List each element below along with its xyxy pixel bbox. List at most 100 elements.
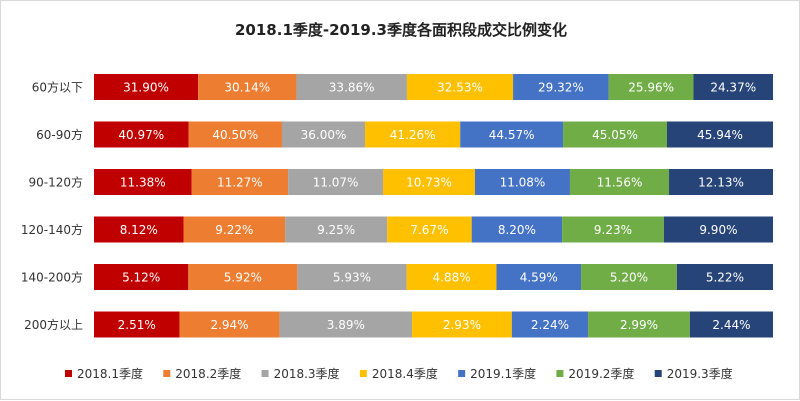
- data-label: 31.90%: [123, 81, 169, 95]
- bar-segment: [288, 169, 384, 195]
- bar-segment: [511, 311, 589, 338]
- legend-label: 2018.3季度: [274, 366, 340, 381]
- legend-item: 2018.2季度: [163, 366, 241, 381]
- bar-segment: [667, 121, 773, 148]
- data-label: 5.93%: [333, 271, 371, 285]
- bar-segment: [296, 74, 407, 100]
- bar-segment: [496, 264, 582, 290]
- bar-segment: [94, 216, 184, 243]
- data-label: 40.50%: [212, 128, 258, 142]
- data-label: 8.20%: [498, 223, 536, 237]
- bar-row: 90-120方 11.38% 11.27% 11.07% 10.73% 11.08% 11.…: [28, 169, 773, 195]
- bar-segment: [279, 311, 413, 338]
- data-label: 41.26%: [390, 128, 436, 142]
- bar-segment: [281, 121, 366, 148]
- category-tick-label: 60-90方: [36, 127, 83, 142]
- data-label: 2.24%: [531, 318, 569, 332]
- bar-segment: [94, 264, 189, 290]
- bar-segment: [563, 121, 667, 148]
- bar-segment: [513, 74, 609, 100]
- data-label: 36.00%: [301, 128, 347, 142]
- legend-swatch: [458, 370, 466, 377]
- data-label: 9.22%: [215, 223, 253, 237]
- bar-segment: [474, 169, 570, 195]
- data-label: 8.12%: [120, 223, 158, 237]
- bar-segment: [693, 74, 773, 100]
- bar-segment: [471, 216, 563, 243]
- chart-title: 2018.1季度-2019.3季度各面积段成交比例变化: [235, 21, 567, 39]
- legend-label: 2019.2季度: [568, 366, 634, 381]
- bar-segment: [188, 121, 282, 148]
- legend-item: 2019.3季度: [654, 366, 733, 381]
- data-label: 4.59%: [520, 271, 558, 285]
- bar-segment: [406, 264, 497, 290]
- legend-swatch: [359, 370, 367, 377]
- bar-rows: 60方以下 31.90% 30.14% 33.86% 32.53% 29.32% 25.96…: [21, 74, 773, 338]
- data-label: 4.88%: [432, 271, 470, 285]
- legend-item: 2018.4季度: [359, 366, 438, 381]
- data-label: 10.73%: [406, 176, 452, 190]
- data-label: 11.27%: [217, 176, 263, 190]
- data-label: 9.23%: [594, 223, 632, 237]
- legend-label: 2018.1季度: [77, 366, 143, 381]
- data-label: 32.53%: [437, 81, 483, 95]
- data-label: 3.89%: [327, 318, 365, 332]
- bar-segment: [94, 74, 199, 100]
- data-label: 30.14%: [224, 81, 270, 95]
- data-label: 9.25%: [317, 223, 355, 237]
- bar-segment: [460, 121, 564, 148]
- bar-segment: [669, 169, 773, 195]
- legend-label: 2019.3季度: [667, 366, 733, 381]
- bar-segment: [94, 169, 192, 195]
- bar-segment: [608, 74, 694, 100]
- bar-segment: [297, 264, 407, 290]
- category-tick-label: 140-200方: [21, 270, 83, 285]
- bar-segment: [183, 216, 286, 243]
- legend: 2018.1季度 2018.2季度 2018.3季度 2018.4季度 2019.1季度…: [65, 366, 733, 381]
- data-label: 5.92%: [224, 271, 262, 285]
- data-label: 12.13%: [698, 176, 744, 190]
- bar-segment: [689, 311, 773, 338]
- bar-segment: [191, 169, 289, 195]
- bar-segment: [94, 311, 180, 338]
- legend-item: 2019.1季度: [458, 366, 536, 381]
- data-label: 45.94%: [697, 128, 743, 142]
- bar-row: 60方以下 31.90% 30.14% 33.86% 32.53% 29.32% 25.96…: [32, 74, 773, 100]
- legend-swatch: [163, 370, 171, 377]
- data-label: 44.57%: [489, 128, 535, 142]
- data-label: 11.08%: [500, 176, 546, 190]
- bar-segment: [581, 264, 677, 290]
- category-tick-label: 60方以下: [32, 80, 83, 95]
- data-label: 5.22%: [706, 271, 744, 285]
- data-label: 2.93%: [443, 318, 481, 332]
- legend-swatch: [65, 370, 72, 377]
- data-label: 9.90%: [699, 223, 737, 237]
- bar-segment: [663, 216, 773, 243]
- data-label: 2.99%: [620, 318, 658, 332]
- data-label: 2.51%: [118, 318, 156, 332]
- bar-row: 140-200方 5.12% 5.92% 5.93% 4.88% 4.59% 5.20% 5.…: [21, 264, 773, 290]
- category-tick-label: 200方以上: [24, 317, 83, 332]
- bar-segment: [412, 311, 512, 338]
- bar-row: 60-90方 40.97% 40.50% 36.00% 41.26% 44.57% 45.0…: [36, 121, 773, 148]
- bar-segment: [588, 311, 690, 338]
- legend-item: 2019.2季度: [556, 366, 634, 381]
- data-label: 40.97%: [118, 128, 164, 142]
- data-label: 11.38%: [120, 176, 166, 190]
- data-label: 2.94%: [210, 318, 248, 332]
- bar-segment: [188, 264, 298, 290]
- legend-item: 2018.1季度: [65, 366, 143, 381]
- bar-segment: [285, 216, 388, 243]
- data-label: 11.07%: [313, 176, 359, 190]
- data-label: 45.05%: [592, 128, 638, 142]
- data-label: 2.44%: [712, 318, 750, 332]
- legend-swatch: [261, 370, 269, 377]
- bar-segment: [387, 216, 472, 243]
- legend-label: 2019.1季度: [470, 366, 536, 381]
- legend-item: 2018.3季度: [261, 366, 340, 381]
- bar-segment: [179, 311, 280, 338]
- data-label: 5.12%: [122, 271, 160, 285]
- data-label: 5.20%: [610, 271, 648, 285]
